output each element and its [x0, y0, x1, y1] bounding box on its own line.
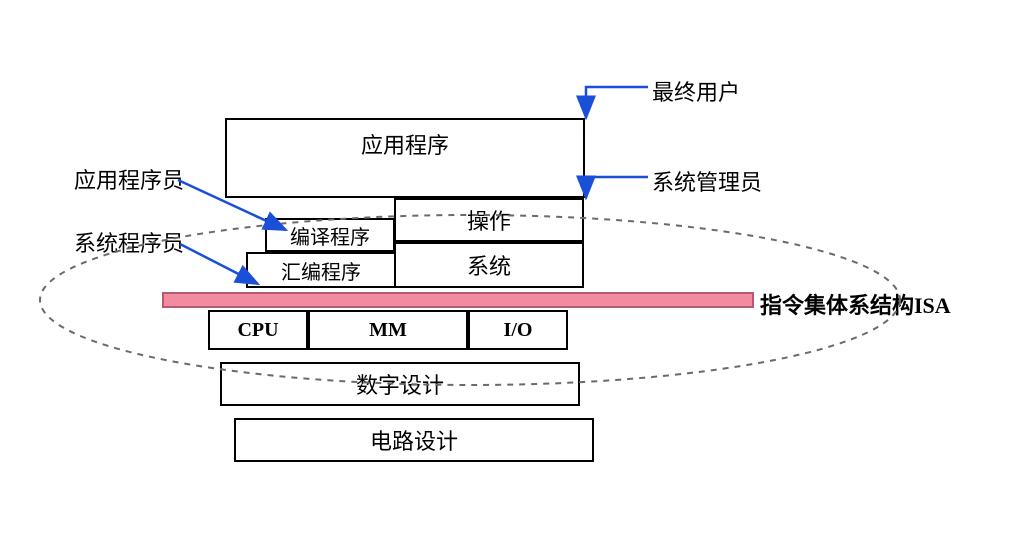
box-os-bot: 系统 [394, 242, 584, 288]
box-app-label: 应用程序 [361, 128, 449, 160]
isa-bar [162, 292, 754, 308]
box-os-top-label: 操作 [467, 204, 511, 236]
box-os-bot-label: 系统 [467, 249, 511, 281]
box-circuit: 电路设计 [234, 418, 594, 462]
box-circuit-label: 电路设计 [370, 424, 458, 456]
label-app-programmer: 应用程序员 [74, 163, 184, 195]
box-compiler: 编译程序 [265, 218, 395, 252]
box-mm: MM [308, 310, 468, 350]
box-io: I/O [468, 310, 568, 350]
label-end-user: 最终用户 [652, 75, 740, 107]
box-app: 应用程序 [225, 118, 585, 198]
box-digital-label: 数字设计 [356, 368, 444, 400]
box-cpu: CPU [208, 310, 308, 350]
box-cpu-label: CPU [237, 319, 278, 342]
box-mm-label: MM [369, 319, 407, 342]
arrow-end-user [586, 87, 648, 118]
box-assembler: 汇编程序 [246, 252, 396, 288]
box-compiler-label: 编译程序 [290, 221, 370, 250]
box-digital: 数字设计 [220, 362, 580, 406]
box-io-label: I/O [504, 319, 533, 342]
box-os-top: 操作 [394, 198, 584, 242]
arrow-sys-admin [586, 177, 648, 198]
label-isa: 指令集体系结构ISA [760, 288, 951, 320]
label-sys-programmer: 系统程序员 [74, 226, 184, 258]
label-sys-admin: 系统管理员 [652, 165, 762, 197]
diagram-stage: 应用程序 操作 系统 编译程序 汇编程序 CPU MM I/O 数字设计 电路设… [0, 0, 1012, 550]
box-assembler-label: 汇编程序 [281, 256, 361, 285]
